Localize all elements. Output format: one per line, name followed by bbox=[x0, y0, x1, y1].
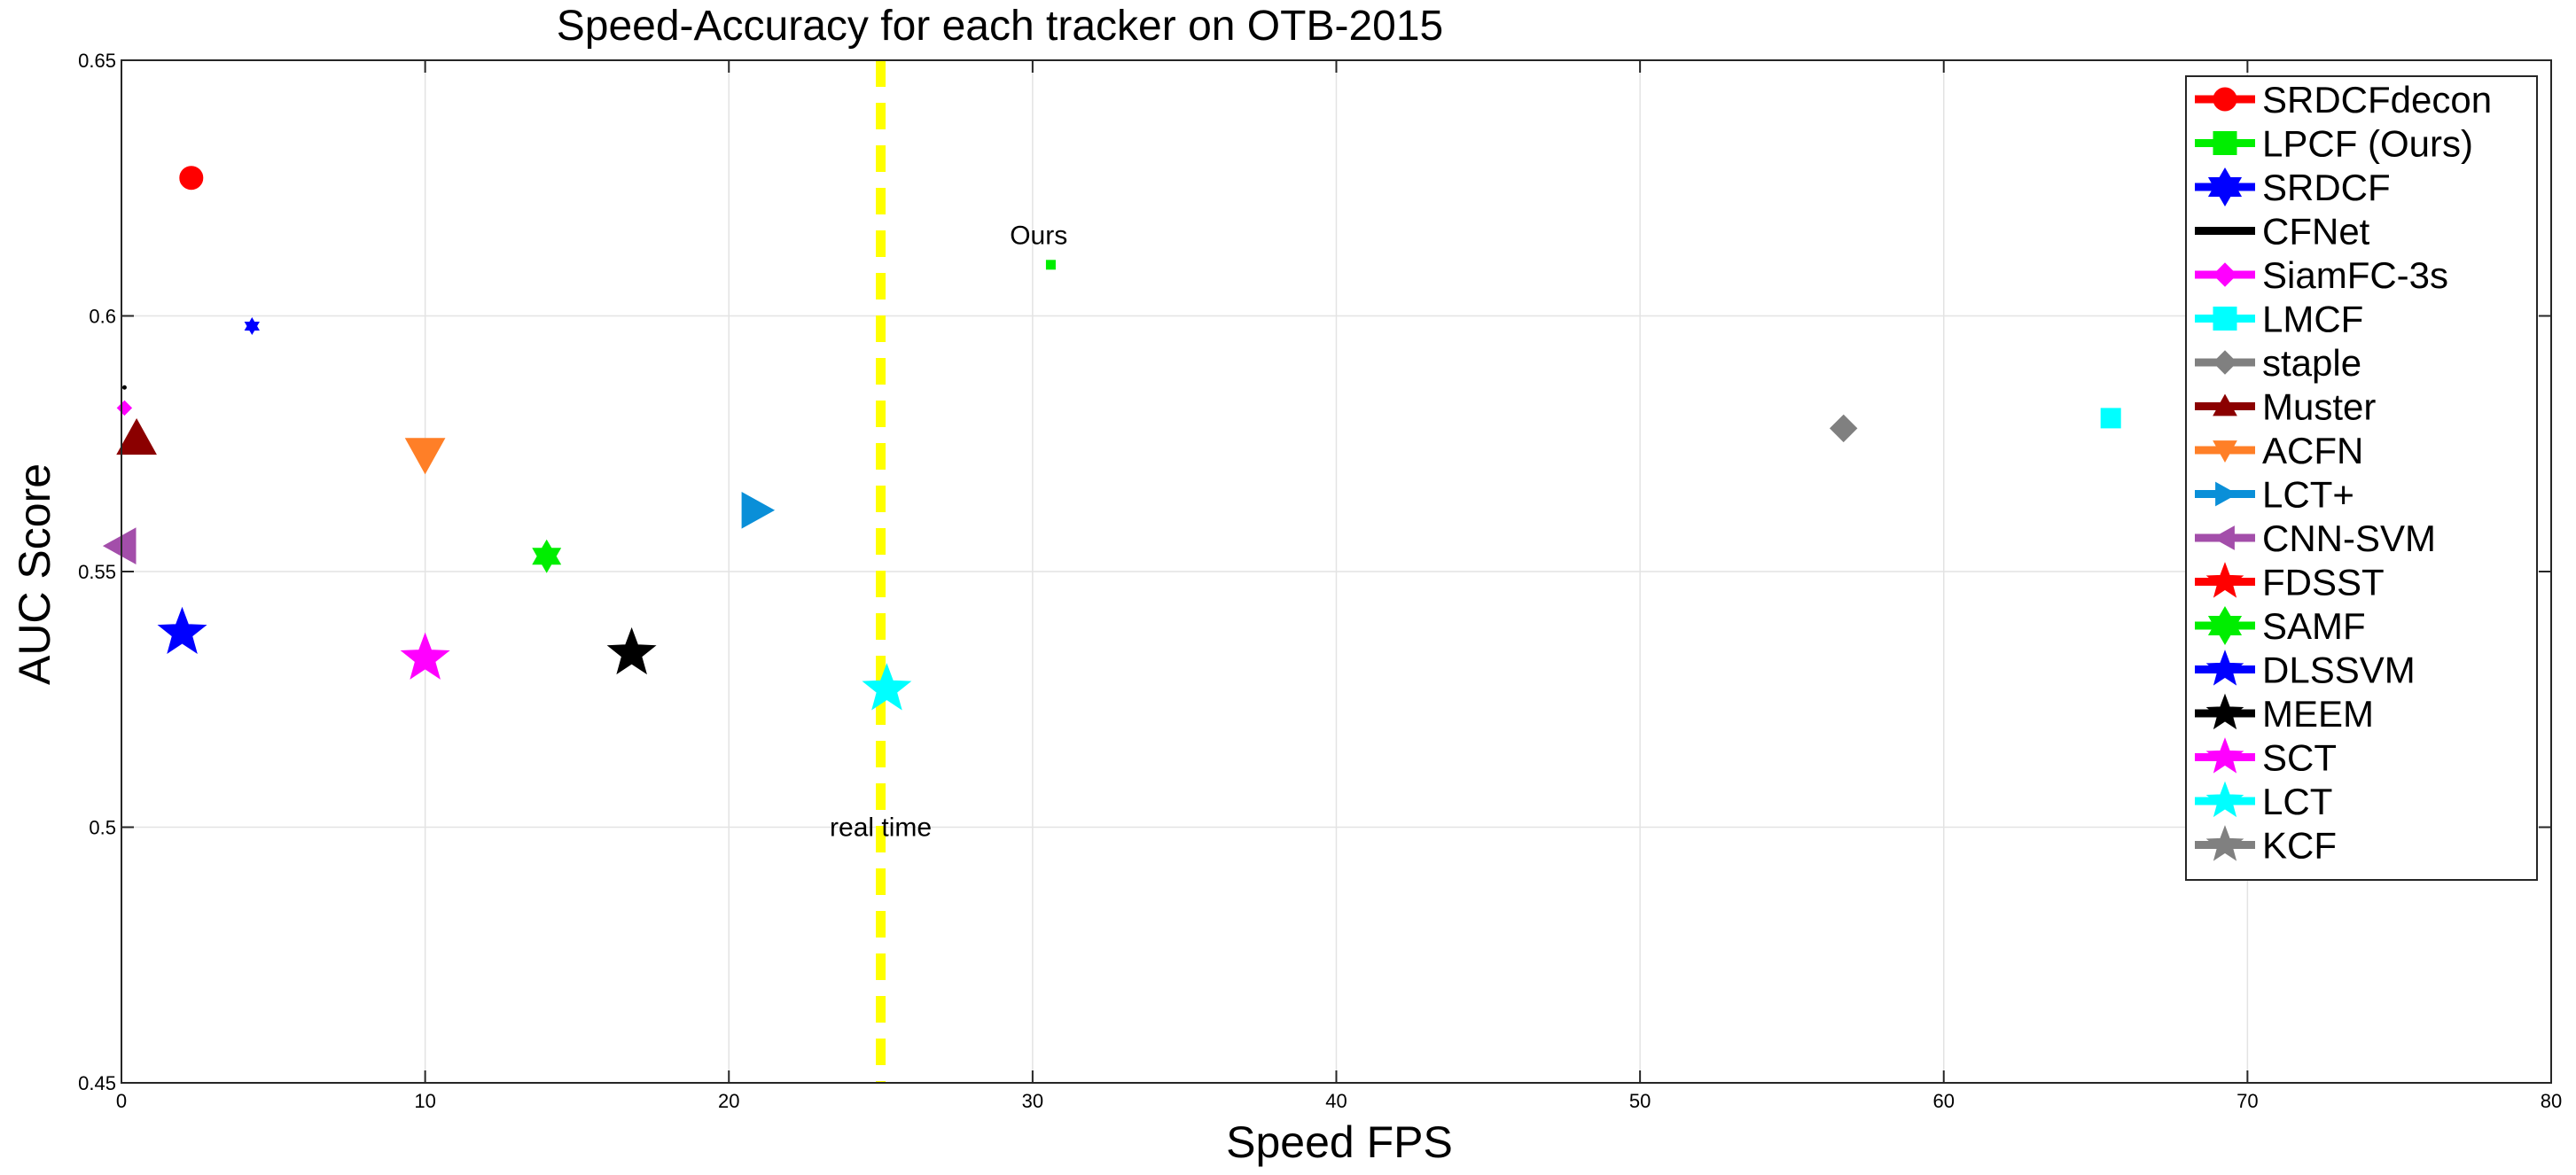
x-tick-label: 30 bbox=[1022, 1090, 1043, 1112]
legend-label: SRDCFdecon bbox=[2262, 79, 2492, 121]
data-point bbox=[400, 632, 450, 680]
y-tick-label: 0.5 bbox=[89, 817, 116, 839]
data-point bbox=[157, 606, 207, 655]
legend-marker bbox=[2205, 737, 2244, 774]
legend-marker bbox=[2213, 350, 2237, 375]
data-point bbox=[116, 400, 133, 416]
axis-ticks: 0 10 20 30 40 50 60 70 80 0.45 0.5 0.55 0.6 0.65 bbox=[78, 50, 2562, 1112]
x-tick-label: 40 bbox=[1325, 1090, 1347, 1112]
legend-label: staple bbox=[2262, 342, 2361, 384]
annotations: Ours bbox=[1010, 222, 1067, 251]
data-point bbox=[862, 663, 912, 711]
legend-label: LMCF bbox=[2262, 299, 2363, 340]
x-tick-label: 10 bbox=[414, 1090, 435, 1112]
legend-marker bbox=[2215, 481, 2238, 507]
legend-label: LPCF (Ours) bbox=[2262, 123, 2473, 165]
legend-label: CNN-SVM bbox=[2262, 517, 2436, 559]
x-tick-label: 50 bbox=[1629, 1090, 1651, 1112]
legend-label: LCT+ bbox=[2262, 474, 2354, 516]
legend-marker bbox=[2205, 562, 2244, 598]
legend-label: Muster bbox=[2262, 386, 2376, 428]
legend-marker bbox=[2212, 525, 2235, 550]
legend-label: MEEM bbox=[2262, 693, 2374, 735]
data-point bbox=[741, 491, 776, 529]
legend-marker bbox=[2205, 781, 2244, 818]
legend-label: SAMF bbox=[2262, 605, 2366, 647]
legend-marker bbox=[2213, 131, 2237, 155]
data-point bbox=[244, 317, 260, 335]
data-point bbox=[121, 385, 127, 390]
legend-label: LCT bbox=[2262, 781, 2332, 822]
legend-label: FDSST bbox=[2262, 562, 2385, 603]
data-point bbox=[179, 166, 204, 191]
chart-title: Speed-Accuracy for each tracker on OTB-2… bbox=[557, 3, 1443, 50]
legend-box bbox=[2185, 75, 2538, 881]
data-point bbox=[116, 417, 157, 455]
x-tick-label: 20 bbox=[718, 1090, 739, 1112]
legend-marker bbox=[2205, 693, 2244, 730]
data-point bbox=[1829, 414, 1858, 443]
y-tick-label: 0.65 bbox=[78, 50, 116, 72]
data-point bbox=[606, 626, 657, 675]
legend-marker bbox=[2205, 650, 2244, 686]
data-point bbox=[2100, 408, 2121, 429]
x-axis-label: Speed FPS bbox=[1226, 1117, 1453, 1167]
x-tick-label: 60 bbox=[1933, 1090, 1955, 1112]
real-time-label: real time bbox=[830, 813, 932, 843]
legend-marker bbox=[2213, 440, 2237, 463]
y-axis-label: AUC Score bbox=[10, 463, 59, 685]
legend-marker bbox=[2213, 307, 2237, 331]
legend-marker bbox=[2221, 228, 2229, 234]
x-tick-label: 70 bbox=[2236, 1090, 2258, 1112]
data-point bbox=[1045, 260, 1056, 270]
legend-marker bbox=[2213, 87, 2237, 112]
data-points bbox=[102, 166, 2121, 711]
x-tick-label: 80 bbox=[2541, 1090, 2562, 1112]
data-point bbox=[404, 438, 446, 475]
y-tick-label: 0.45 bbox=[78, 1072, 116, 1094]
y-tick-label: 0.55 bbox=[78, 561, 116, 583]
data-point bbox=[102, 527, 137, 564]
annotation-ours: Ours bbox=[1010, 222, 1067, 251]
legend-label: ACFN bbox=[2262, 430, 2363, 471]
legend-marker bbox=[2205, 825, 2244, 861]
legend-marker bbox=[2213, 262, 2237, 287]
plot-frame bbox=[121, 59, 2552, 1084]
legend-marker bbox=[2207, 606, 2243, 645]
legend-label: DLSSVM bbox=[2262, 650, 2416, 691]
data-point bbox=[532, 539, 562, 573]
y-tick-label: 0.6 bbox=[89, 306, 116, 328]
legend-label: KCF bbox=[2262, 825, 2337, 867]
real-time-reference: real time bbox=[830, 60, 932, 1083]
legend-label: CFNet bbox=[2262, 211, 2370, 253]
x-tick-label: 0 bbox=[116, 1090, 127, 1112]
legend-label: SRDCF bbox=[2262, 167, 2391, 208]
legend-label: SCT bbox=[2262, 737, 2337, 779]
legend-marker bbox=[2213, 393, 2237, 416]
legend-label: SiamFC-3s bbox=[2262, 254, 2448, 296]
legend-marker bbox=[2207, 167, 2243, 206]
